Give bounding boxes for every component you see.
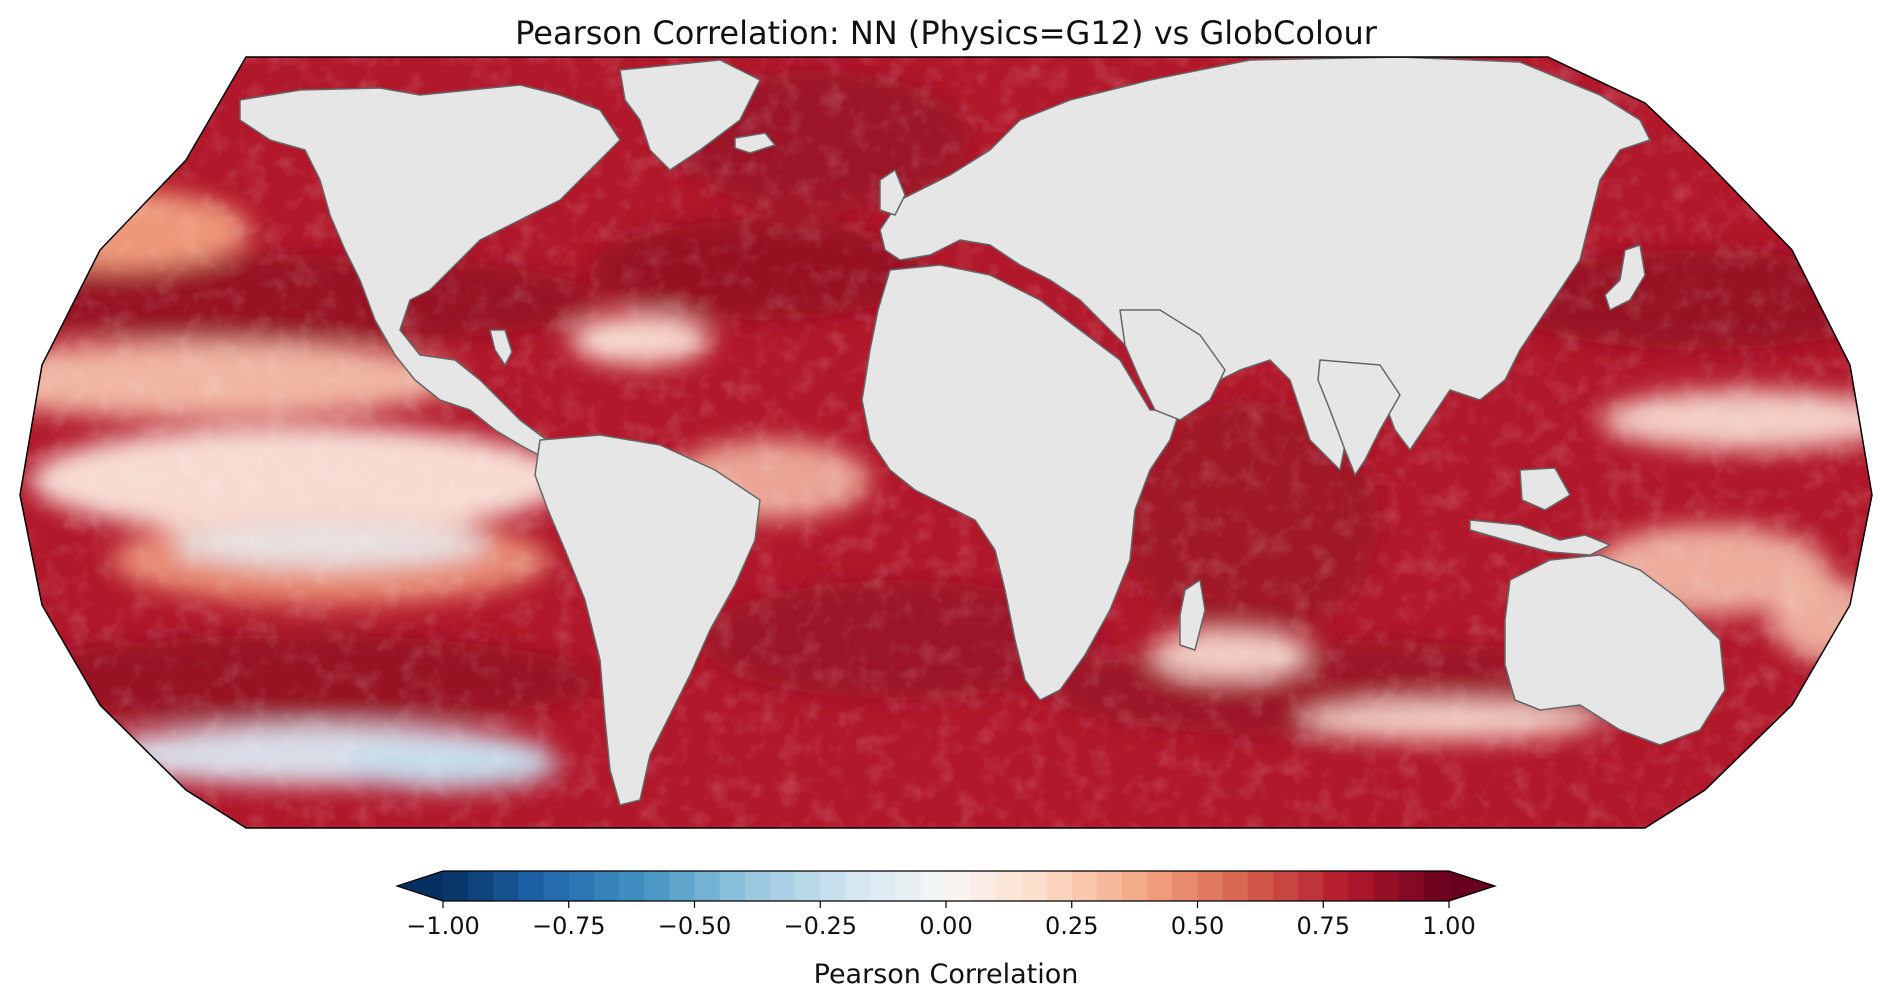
colorbar-bin (1272, 871, 1299, 901)
colorbar-bin (468, 871, 494, 901)
colorbar-tick-label: 1.00 (1422, 912, 1475, 940)
colorbar-bin (1247, 871, 1274, 901)
colorbar: −1.00 −0.75 −0.50 −0.25 0.00 0.25 0.50 0.75 1.00 (395, 870, 1497, 940)
colorbar-tick-label: 0.75 (1297, 912, 1350, 940)
colorbar-bin (769, 871, 796, 901)
colorbar-bin (1323, 871, 1349, 901)
iceland (734, 132, 776, 154)
colorbar-bin (1046, 871, 1073, 901)
colorbar-bin (669, 871, 696, 901)
plot-title: Pearson Correlation: NN (Physics=G12) vs… (515, 14, 1378, 52)
colorbar-bin (619, 871, 645, 901)
madagascar (1179, 579, 1206, 651)
colorbar-bin (1222, 871, 1249, 901)
colorbar-bin (1348, 871, 1375, 901)
colorbar-bin (744, 871, 771, 901)
colorbar-tick-label: 0.00 (919, 912, 972, 940)
colorbar-bin (895, 871, 922, 901)
colorbar-bin (820, 871, 846, 901)
colorbar-label: Pearson Correlation (814, 959, 1079, 990)
colorbar-bin (971, 871, 997, 901)
colorbar-bin (493, 871, 520, 901)
greenland (619, 59, 761, 171)
colorbar-bin (870, 871, 897, 901)
colorbar-bin (1122, 871, 1148, 901)
colorbar-bin (920, 871, 947, 901)
florida (489, 329, 513, 366)
colorbar-tick-label: 0.25 (1045, 912, 1098, 940)
colorbar-bin (593, 871, 620, 901)
australia (1504, 554, 1726, 746)
colorbar-bin (644, 871, 670, 901)
colorbar-bin (719, 871, 746, 901)
borneo (1519, 467, 1571, 511)
africa (861, 264, 1181, 701)
uk (879, 169, 906, 216)
world-map (0, 57, 1892, 840)
colorbar-bin (543, 871, 570, 901)
colorbar-tick-label: −0.25 (783, 912, 857, 940)
colorbar-bin (1021, 871, 1048, 901)
colorbar-extend-max (1449, 871, 1495, 901)
colorbar-bin (1172, 871, 1199, 901)
colorbar-bin (1373, 871, 1400, 901)
colorbar-tick-label: −0.50 (658, 912, 732, 940)
colorbar-bin (946, 871, 972, 901)
colorbar-bin (996, 871, 1023, 901)
colorbar-bin (845, 871, 872, 901)
colorbar-bin (694, 871, 721, 901)
south-america (534, 434, 761, 806)
colorbar-bin (1398, 871, 1425, 901)
map-frame (19, 56, 1873, 829)
colorbar-bin (1147, 871, 1173, 901)
india (1317, 359, 1401, 476)
colorbar-bin (568, 871, 595, 901)
colorbar-bin (1071, 871, 1098, 901)
japan (1604, 244, 1646, 311)
colorbar-tick-label: −1.00 (406, 912, 480, 940)
colorbar-bin (518, 871, 545, 901)
arabia (1119, 309, 1226, 421)
colorbar-tick-label: −0.75 (532, 912, 606, 940)
colorbar-bin (795, 871, 821, 901)
colorbar-bin (1096, 871, 1123, 901)
north-america (239, 84, 621, 461)
land (0, 57, 1892, 840)
antarctica-edge (0, 828, 1892, 840)
colorbar-bin (1423, 871, 1450, 901)
colorbar-tick-label: 0.50 (1171, 912, 1224, 940)
colorbar-bin (1197, 871, 1224, 901)
colorbar-bin (1298, 871, 1324, 901)
colorbar-extend-min (397, 871, 443, 901)
colorbar-bin (443, 871, 469, 901)
indonesia (1469, 519, 1611, 556)
